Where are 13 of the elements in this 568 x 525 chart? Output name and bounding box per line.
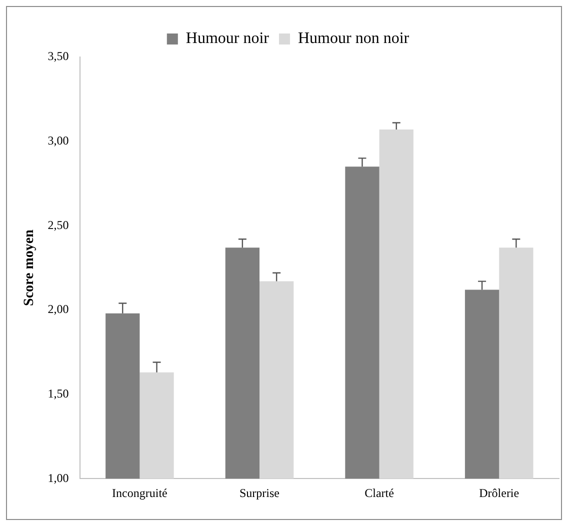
y-tick-label: 1,50: [48, 386, 69, 400]
y-tick-label: 3,50: [48, 49, 69, 64]
x-tick-label: Clarté: [364, 486, 394, 500]
y-tick-label: 3,00: [48, 133, 69, 148]
y-tick-label: 1,00: [48, 470, 69, 485]
y-tick-label: 2,50: [48, 218, 69, 232]
legend-label: Humour noir: [186, 30, 270, 48]
y-tick-label: 2,00: [48, 302, 69, 316]
x-tick-label: Incongruité: [112, 486, 168, 500]
x-tick-label: Drôlerie: [479, 486, 520, 500]
x-tick-label: Surprise: [240, 486, 280, 500]
y-axis-title: Score moyen: [22, 229, 38, 306]
legend-label: Humour non noir: [298, 30, 410, 48]
